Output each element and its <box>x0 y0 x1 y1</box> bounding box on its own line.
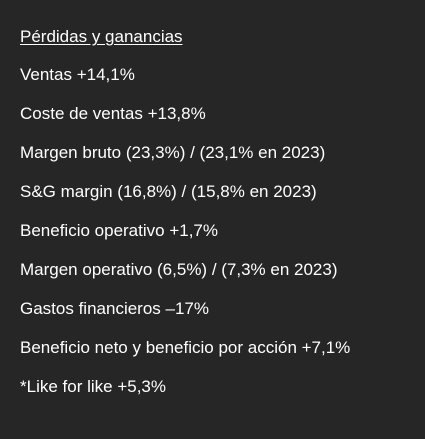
metric-like-for-like: *Like for like +5,3% <box>20 377 166 396</box>
metric-coste-de-ventas: Coste de ventas +13,8% <box>20 104 206 123</box>
metrics-list: Ventas +14,1% Coste de ventas +13,8% Mar… <box>20 63 425 399</box>
metric-beneficio-neto: Beneficio neto y beneficio por acción +7… <box>20 338 351 357</box>
metric-beneficio-operativo: Beneficio operativo +1,7% <box>20 221 218 240</box>
metric-gastos-financieros: Gastos financieros –17% <box>20 299 209 318</box>
metric-ventas: Ventas +14,1% <box>20 65 135 84</box>
metric-margen-operativo: Margen operativo (6,5%) / (7,3% en 2023) <box>20 260 338 279</box>
metric-sg-margin: S&G margin (16,8%) / (15,8% en 2023) <box>20 182 317 201</box>
metric-margen-bruto: Margen bruto (23,3%) / (23,1% en 2023) <box>20 143 326 162</box>
section-heading: Pérdidas y ganancias <box>20 27 183 46</box>
